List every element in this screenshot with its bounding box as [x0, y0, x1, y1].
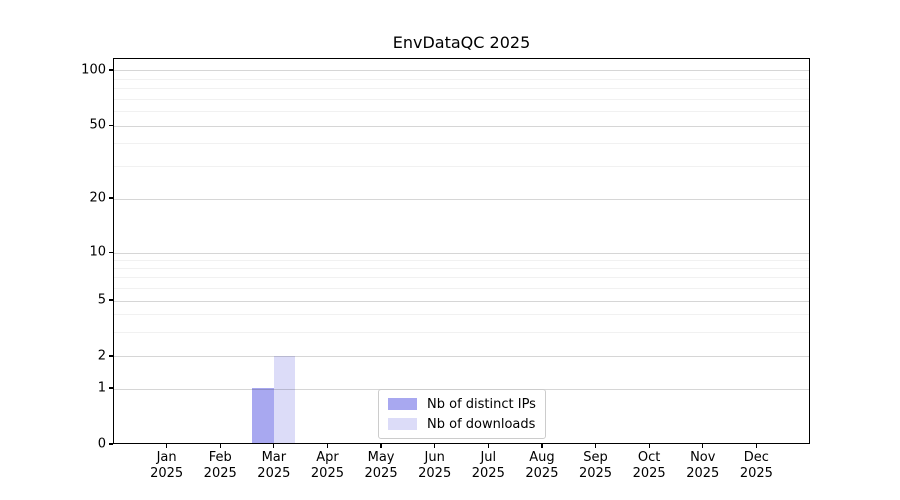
x-tick-year: 2025 — [310, 466, 344, 481]
x-tick-year: 2025 — [739, 466, 773, 481]
x-tick-label: Jul 2025 — [472, 450, 505, 482]
x-tick-year: 2025 — [418, 466, 452, 481]
x-tick-year: 2025 — [578, 466, 613, 481]
x-tick-label: Mar 2025 — [257, 450, 290, 482]
gridline-major — [114, 125, 809, 127]
x-tick-month: Jun — [424, 450, 445, 465]
y-tick-mark — [109, 69, 113, 71]
x-tick-month: Nov — [690, 450, 716, 465]
x-tick-year: 2025 — [257, 466, 291, 481]
y-tick-mark — [109, 387, 113, 389]
gridline-minor — [114, 143, 809, 145]
x-tick-year: 2025 — [364, 466, 398, 481]
y-tick-label: 100 — [81, 62, 106, 78]
gridline-major — [114, 356, 809, 358]
gridline-minor — [114, 314, 809, 316]
x-tick-label: Jun 2025 — [418, 450, 451, 482]
gridline-major — [114, 198, 809, 200]
y-tick-mark — [109, 124, 113, 126]
y-tick-mark — [109, 443, 113, 445]
gridline-major — [114, 252, 809, 254]
gridline-major — [114, 300, 809, 302]
x-tick-year: 2025 — [632, 466, 666, 481]
gridline-minor — [114, 268, 809, 270]
x-tick-mark — [434, 444, 436, 448]
x-tick-month: Mar — [261, 450, 287, 465]
gridline-minor — [114, 88, 809, 90]
legend: Nb of distinct IPs Nb of downloads — [378, 389, 546, 439]
gridline-minor — [114, 166, 809, 168]
x-tick-label: Apr 2025 — [311, 450, 344, 482]
y-tick-label: 20 — [89, 190, 106, 206]
x-tick-mark — [702, 444, 704, 448]
x-tick-year: 2025 — [686, 466, 720, 481]
x-tick-label: Oct 2025 — [633, 450, 666, 482]
x-tick-month: May — [367, 450, 395, 465]
x-tick-year: 2025 — [203, 466, 237, 481]
gridline-minor — [114, 78, 809, 80]
x-tick-month: Feb — [208, 450, 232, 465]
x-tick-mark — [594, 444, 597, 448]
x-tick-year: 2025 — [150, 466, 184, 481]
y-tick-mark — [109, 355, 113, 357]
y-tick-label: 5 — [97, 292, 106, 308]
x-tick-mark — [648, 444, 650, 448]
gridline-major — [114, 70, 809, 72]
legend-swatch — [388, 418, 417, 430]
x-tick-month: Jul — [480, 450, 497, 465]
legend-item: Nb of downloads — [388, 416, 536, 432]
y-tick-label: 50 — [89, 117, 106, 133]
legend-item: Nb of distinct IPs — [388, 396, 536, 412]
x-tick-month: Oct — [637, 450, 661, 465]
gridline-minor — [114, 98, 809, 100]
x-tick-year: 2025 — [471, 466, 505, 481]
gridline-minor — [114, 259, 809, 261]
y-tick-label: 10 — [89, 244, 106, 260]
gridline-minor — [114, 331, 809, 333]
gridline-minor — [114, 111, 809, 113]
x-tick-mark — [380, 444, 382, 448]
x-tick-month: Apr — [316, 450, 339, 465]
plot-area: Nb of distinct IPs Nb of downloads — [113, 58, 810, 444]
x-tick-label: Sep 2025 — [579, 450, 612, 482]
x-tick-mark — [755, 444, 758, 448]
x-tick-label: Dec 2025 — [740, 450, 773, 482]
legend-label: Nb of downloads — [427, 416, 536, 432]
x-tick-label: Jan 2025 — [150, 450, 183, 482]
x-tick-mark — [541, 444, 543, 448]
bar-downloads — [273, 356, 295, 443]
gridline-minor — [114, 277, 809, 279]
x-tick-label: Aug 2025 — [525, 450, 558, 482]
y-tick-mark — [109, 197, 113, 199]
y-tick-label: 1 — [97, 380, 106, 396]
x-tick-mark — [326, 444, 329, 448]
x-tick-month: Dec — [743, 450, 769, 465]
x-tick-label: May 2025 — [365, 450, 398, 482]
x-tick-label: Nov 2025 — [686, 450, 719, 482]
legend-swatch — [388, 398, 417, 410]
x-tick-month: Jan — [156, 450, 177, 465]
y-tick-label: 0 — [97, 436, 106, 452]
y-tick-label: 2 — [97, 348, 106, 364]
gridline-minor — [114, 287, 809, 289]
x-tick-label: Feb 2025 — [204, 450, 237, 482]
x-tick-mark — [273, 444, 275, 448]
x-tick-mark — [487, 444, 489, 448]
y-tick-mark — [109, 251, 113, 253]
y-tick-mark — [109, 299, 113, 301]
x-tick-year: 2025 — [525, 466, 559, 481]
x-tick-month: Aug — [529, 450, 555, 465]
legend-label: Nb of distinct IPs — [427, 396, 536, 412]
x-tick-month: Sep — [583, 450, 608, 465]
chart-title: EnvDataQC 2025 — [392, 33, 531, 52]
x-tick-mark — [165, 444, 168, 448]
x-tick-mark — [219, 444, 221, 448]
bar-distinct-ips — [252, 388, 274, 443]
